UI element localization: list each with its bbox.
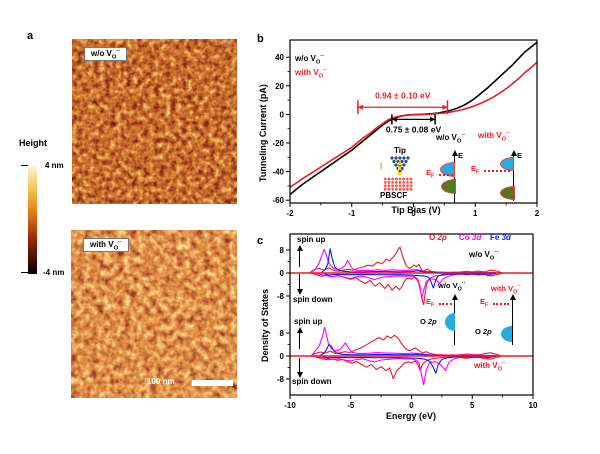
energy-axis-arrowhead-1 [451, 150, 458, 156]
svg-text:40: 40 [275, 53, 284, 62]
iv-legend-with-vo: with VO·· [295, 67, 327, 80]
band-diagram-with-vo-title: with VO·· [478, 130, 510, 143]
panel-c-label: c [257, 235, 264, 247]
dos-inset1-o2p-label: O 2p [420, 317, 437, 326]
svg-text:5: 5 [470, 401, 475, 410]
dos-legend-co3d: Co 3d [459, 233, 482, 242]
height-colorbar [28, 164, 37, 274]
energy-axis-line-2 [513, 156, 514, 201]
colorbar-max-label: 4 nm [45, 161, 64, 170]
svg-text:20: 20 [275, 82, 284, 91]
colorbar-bottom-tick [21, 272, 28, 273]
svg-text:2: 2 [535, 209, 540, 218]
panel-a-label: a [27, 30, 34, 42]
svg-text:0.75 ± 0.08 eV: 0.75 ± 0.08 eV [386, 124, 442, 134]
svg-text:0: 0 [409, 401, 414, 410]
dos-inset2-o2p-label: O 2p [475, 327, 492, 336]
fermi-level-label-1: EF [426, 168, 435, 180]
dos-inset2-ef-line [493, 303, 509, 305]
band-diagram-without-vo-title: w/o VO·· [436, 132, 466, 145]
spin-down-arrow-1 [299, 274, 300, 290]
spin-up-arrowhead-2 [296, 327, 303, 333]
tunneling-current-symbol: I [380, 162, 383, 171]
panel-b-label: b [257, 33, 264, 45]
spin-down-arrowhead-2 [296, 372, 303, 378]
svg-text:0: 0 [411, 209, 416, 218]
svg-text:0.94 ± 0.10 eV: 0.94 ± 0.10 eV [375, 91, 431, 101]
dos-x-axis-title: Energy (eV) [385, 411, 436, 421]
dos-inset1-ef-label: EF [426, 297, 435, 309]
iv-x-axis-title: Tip Bias (V) [391, 205, 441, 215]
colorbar-top-tick [21, 165, 28, 166]
dos-panel2-title: with VO·· [474, 360, 506, 373]
spin-down-arrowhead-1 [296, 289, 303, 295]
energy-axis-arrowhead-2 [510, 150, 517, 156]
svg-text:-60: -60 [272, 196, 284, 205]
iv-legend-without-vo: w/o VO·· [295, 53, 325, 66]
svg-text:-8: -8 [277, 292, 285, 301]
afm-label-with-vo: with VO·· [83, 238, 129, 252]
scalebar [192, 380, 233, 386]
spin-up-label-2: spin up [294, 317, 323, 326]
dos-inset1-title: w/o VO·· [438, 280, 466, 293]
dos-panel1-title: w/o VO·· [469, 249, 499, 262]
energy-axis-label-1: E [458, 151, 464, 160]
afm-texture-2 [71, 230, 237, 398]
dos-legend-fe3d: Fe 3d [490, 233, 511, 242]
dos-inset1-o2p-band-icon [445, 313, 455, 331]
svg-text:8: 8 [280, 246, 285, 255]
energy-axis-label-2: E [517, 151, 523, 160]
scalebar-label: 100 nm [147, 377, 175, 386]
fermi-level-line-2 [484, 170, 510, 172]
svg-text:0: 0 [280, 352, 285, 361]
svg-text:-2: -2 [286, 209, 294, 218]
dos-inset2-ef-label: EF [480, 297, 489, 309]
spin-up-arrow-1 [299, 250, 300, 267]
spin-up-label-1: spin up [297, 235, 326, 244]
afm-image-with-vo: with VO·· 100 nm [71, 230, 237, 398]
spin-up-arrow-2 [299, 332, 300, 349]
spin-down-arrow-2 [299, 358, 300, 373]
pbscf-label: PBSCF [380, 191, 408, 200]
spin-down-label-2: spin down [292, 377, 332, 386]
svg-text:-20: -20 [272, 139, 284, 148]
afm-texture-1 [72, 39, 237, 204]
dos-chart: 8 0 -8 8 0 -8 -10 -5 0 5 10 spin up spin down spin… [250, 230, 550, 435]
spin-up-arrowhead-1 [296, 245, 303, 251]
dos-inset2-arrowhead [509, 294, 516, 300]
svg-text:1: 1 [473, 209, 478, 218]
dos-inset2-axis-line [512, 300, 513, 345]
dos-legend-o2p: O 2p [429, 233, 447, 242]
svg-text:-10: -10 [284, 401, 296, 410]
fermi-level-line-1 [439, 174, 453, 176]
tip-label: Tip [394, 146, 406, 155]
dos-inset1-ef-line [439, 303, 452, 305]
dos-inset2-title: with VO·· [491, 283, 521, 296]
svg-text:-8: -8 [277, 375, 285, 384]
afm-image-without-vo: w/o VO·· [72, 39, 237, 204]
dos-inset2-o2p-band-icon [501, 326, 512, 342]
afm-label-without-vo: w/o VO·· [84, 47, 128, 61]
pbscf-lattice-icon [383, 177, 413, 191]
svg-text:0: 0 [280, 110, 285, 119]
svg-text:-5: -5 [347, 401, 355, 410]
dos-inset1-arrowhead [451, 294, 458, 300]
tunneling-current-chart: 40 20 0 -20 -40 -60 -2 -1 0 1 2 0.94 ± 0.10 eV 0.75 … [250, 28, 550, 228]
svg-text:0: 0 [280, 269, 285, 278]
svg-text:-40: -40 [272, 168, 284, 177]
svg-text:-1: -1 [348, 209, 356, 218]
spin-down-label-1: spin down [293, 295, 333, 304]
colorbar-title: Height [19, 138, 47, 148]
svg-text:8: 8 [280, 329, 285, 338]
fermi-level-label-2: EF [471, 164, 480, 176]
svg-text:10: 10 [529, 401, 538, 410]
colorbar-min-label: -4 nm [43, 268, 65, 277]
